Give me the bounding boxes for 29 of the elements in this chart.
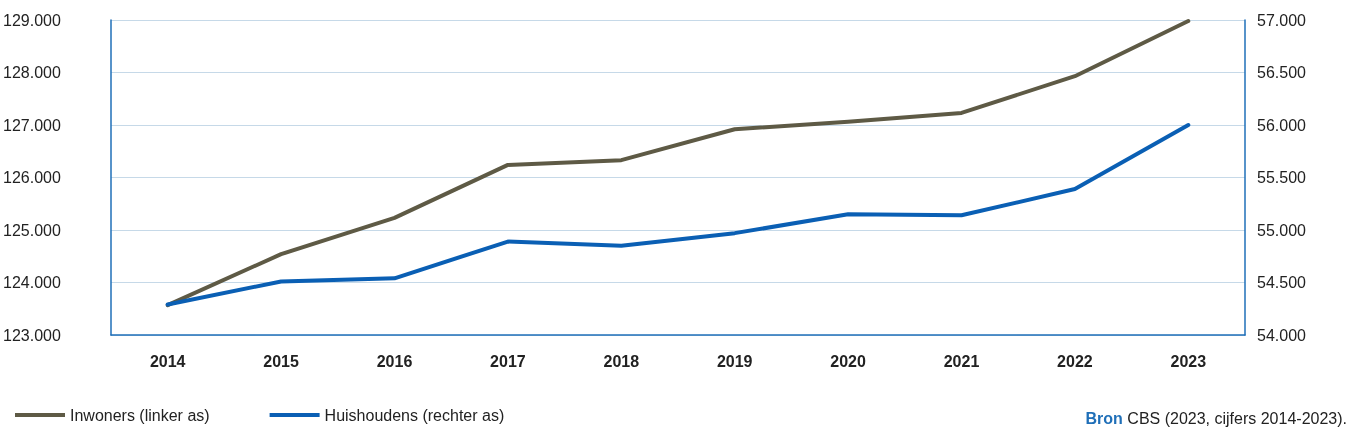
- x-tick-label: 2020: [830, 352, 866, 370]
- x-tick-label: 2021: [943, 352, 980, 370]
- x-tick-label: 2022: [1057, 352, 1093, 370]
- x-tick-label: 2014: [149, 352, 186, 370]
- y-tick-label: 127.000: [3, 116, 61, 134]
- legend-label: Huishoudens (rechter as): [324, 406, 505, 424]
- y-tick-label: 128.000: [3, 64, 61, 81]
- x-tick-label: 2016: [376, 352, 413, 370]
- y-tick-label: 129.000: [3, 11, 61, 29]
- legend-label: Inwoners (linker as): [70, 406, 210, 424]
- line-series: [165, 123, 1191, 307]
- x-tick-label: 2019: [716, 352, 753, 370]
- y-tick-label: 126.000: [3, 169, 61, 186]
- y2-tick-label: 56.500: [1257, 64, 1307, 81]
- y2-tick-label: 54.000: [1257, 326, 1307, 344]
- y2-tick-label: 56.000: [1257, 116, 1307, 134]
- x-tick-label: 2023: [1170, 352, 1207, 370]
- x-tick-label: 2015: [263, 352, 299, 370]
- y2-tick-label: 57.000: [1257, 11, 1307, 29]
- line-series: [165, 19, 1191, 308]
- y-tick-label: 125.000: [3, 221, 61, 239]
- y2-tick-label: 55.500: [1257, 169, 1307, 186]
- x-tick-label: 2017: [490, 352, 526, 370]
- y2-tick-label: 54.500: [1257, 274, 1307, 291]
- y2-tick-label: 55.000: [1257, 221, 1307, 239]
- text: Bron CBS (2023, cijfers 2014-2023).: [1085, 409, 1348, 427]
- y-tick-label: 124.000: [3, 274, 61, 291]
- x-tick-label: 2018: [603, 352, 640, 370]
- y-tick-label: 123.000: [3, 326, 61, 344]
